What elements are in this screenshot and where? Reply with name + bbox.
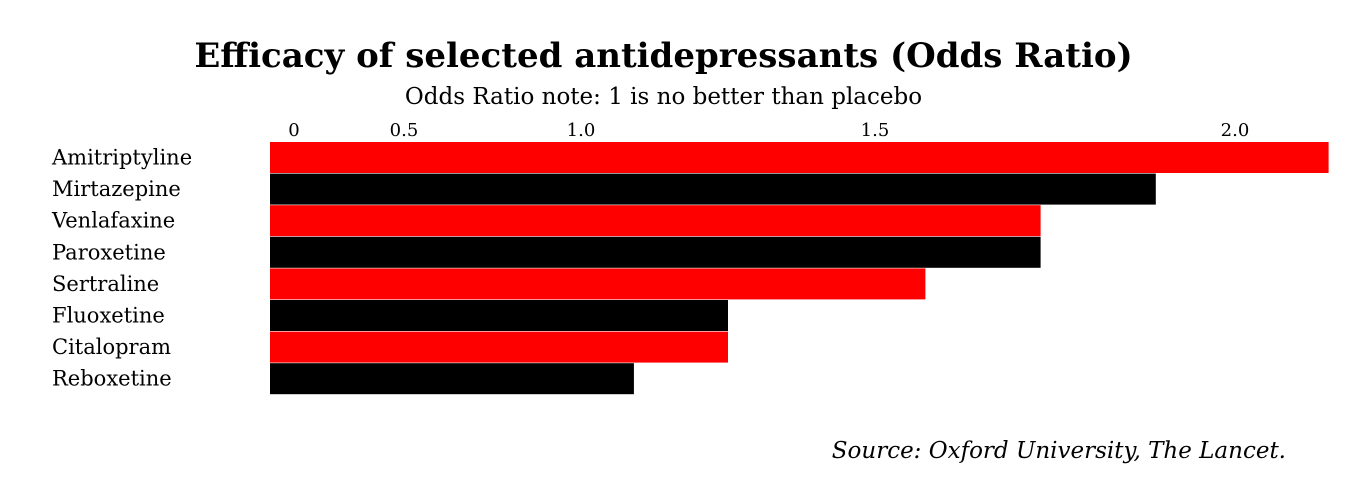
category-labels: Amitriptyline Mirtazepine Venlafaxine Parox… [51,146,192,391]
category-label-sertraline: Sertraline [52,272,159,296]
x-tick-label: 2.0 [1221,120,1250,141]
chart-title: Efficacy of selected antidepressants (Od… [194,36,1133,76]
bar-venlafaxine [270,205,1041,237]
chart-subtitle: Odds Ratio note: 1 is no better than pla… [404,84,923,110]
category-label-fluoxetine: Fluoxetine [52,304,165,328]
x-tick-label: 0 [288,120,299,141]
bar-fluoxetine [270,300,728,331]
bars [270,142,1329,395]
bar-amitriptyline [270,142,1329,173]
bar-reboxetine [270,363,634,395]
bar-citalopram [270,331,728,363]
x-axis-ticks: 0 0.5 1.0 1.5 2.0 [288,120,1249,141]
category-label-amitriptyline: Amitriptyline [51,146,192,170]
category-label-mirtazepine: Mirtazepine [52,177,181,201]
category-label-reboxetine: Reboxetine [52,367,172,391]
x-tick-label: 0.5 [390,120,419,141]
category-label-citalopram: Citalopram [52,335,171,359]
source-note: Source: Oxford University, The Lancet. [831,438,1286,464]
x-tick-label: 1.5 [861,120,890,141]
category-label-paroxetine: Paroxetine [52,240,166,264]
bar-paroxetine [270,236,1041,268]
category-label-venlafaxine: Venlafaxine [51,209,175,233]
x-tick-label: 1.0 [567,120,596,141]
bar-mirtazepine [270,173,1156,205]
bar-sertraline [270,268,926,300]
